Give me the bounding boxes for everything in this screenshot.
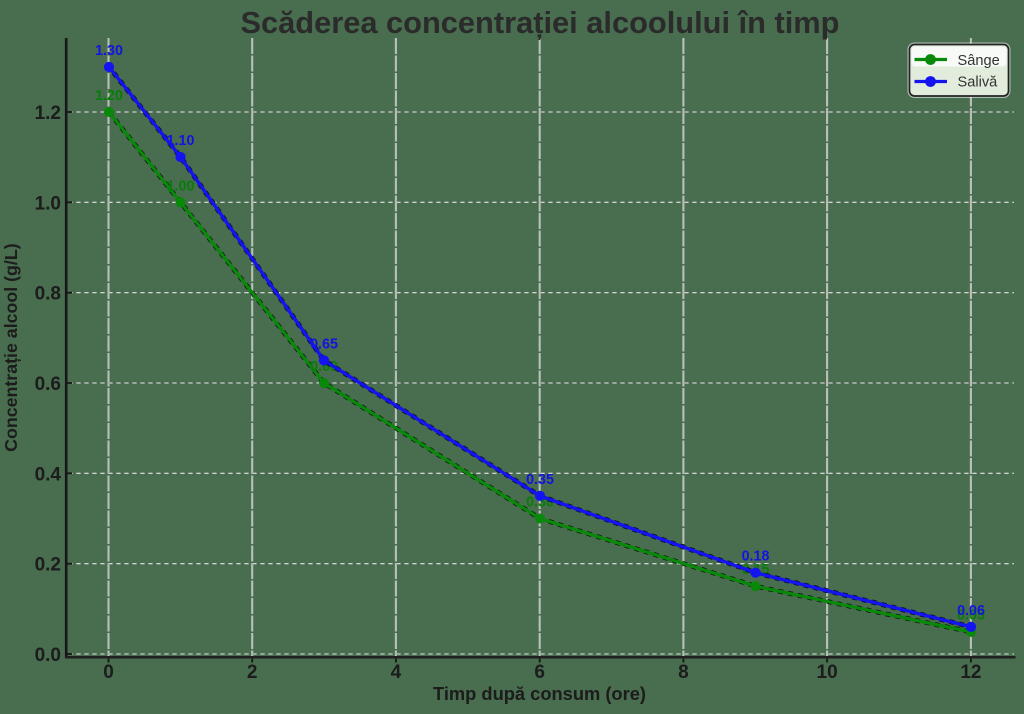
- svg-text:1.00: 1.00: [167, 178, 195, 194]
- svg-text:0.0: 0.0: [35, 645, 61, 666]
- svg-text:12: 12: [960, 662, 981, 683]
- svg-text:2: 2: [247, 662, 258, 683]
- svg-text:Salivă: Salivă: [958, 75, 999, 91]
- svg-text:0.2: 0.2: [35, 555, 61, 576]
- svg-text:4: 4: [391, 662, 402, 683]
- svg-text:0.6: 0.6: [35, 374, 61, 395]
- svg-text:0: 0: [103, 662, 114, 683]
- svg-text:0.65: 0.65: [310, 336, 338, 352]
- svg-text:0.4: 0.4: [35, 464, 62, 485]
- svg-text:10: 10: [817, 662, 838, 683]
- svg-text:Scăderea concentrației alcoolu: Scăderea concentrației alcoolului în tim…: [241, 5, 840, 40]
- svg-text:1.30: 1.30: [95, 43, 123, 59]
- svg-text:0.18: 0.18: [742, 549, 770, 565]
- svg-text:8: 8: [678, 662, 689, 683]
- svg-text:1.2: 1.2: [35, 103, 61, 124]
- svg-text:0.8: 0.8: [35, 284, 61, 305]
- svg-text:1.10: 1.10: [167, 133, 195, 149]
- svg-text:Concentrație alcool (g/L): Concentrație alcool (g/L): [1, 243, 21, 452]
- svg-text:0.35: 0.35: [526, 472, 554, 488]
- svg-text:0.06: 0.06: [957, 603, 985, 619]
- svg-text:6: 6: [534, 662, 545, 683]
- svg-text:1.0: 1.0: [35, 193, 61, 214]
- svg-text:Sânge: Sânge: [958, 53, 1000, 69]
- svg-text:0.05: 0.05: [957, 607, 985, 623]
- svg-text:1.20: 1.20: [95, 88, 123, 104]
- svg-text:Timp după consum (ore): Timp după consum (ore): [433, 683, 646, 704]
